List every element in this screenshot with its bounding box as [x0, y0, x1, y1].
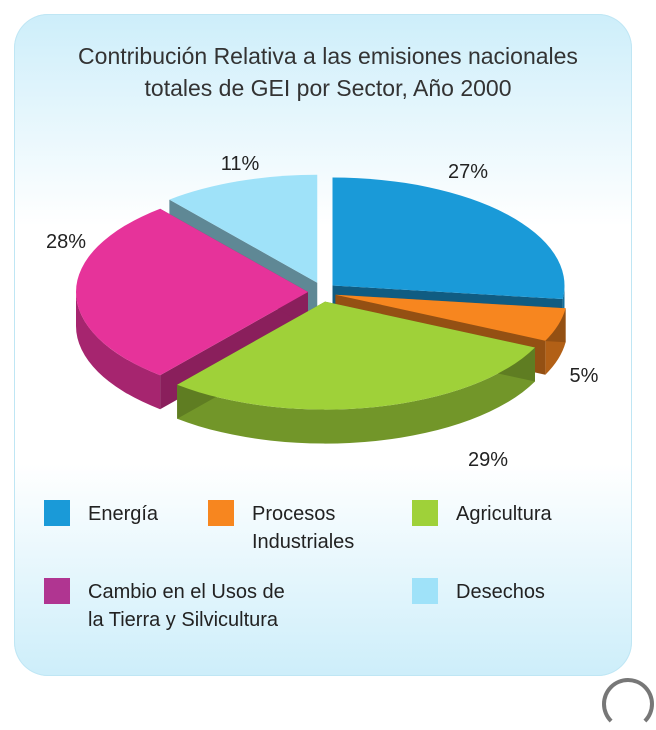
legend-swatch-energia [44, 500, 70, 526]
pie-slice-desechos [169, 174, 318, 283]
pie-slice-energia [332, 177, 565, 300]
pie-label-cambio-uso-tierra: 28% [46, 231, 86, 253]
legend-swatch-agricultura [412, 500, 438, 526]
chart-title-line-2: totales de GEI por Sector, Año 2000 [144, 75, 512, 101]
legend-item-agricultura: Agricultura [412, 500, 552, 528]
pie-slice-agricultura [177, 301, 535, 410]
legend-label-cambio-uso-tierra: Cambio en el Usos de la Tierra y Silvicu… [88, 581, 285, 631]
pie-label-procesos-industriales: 5% [570, 365, 599, 387]
legend-item-procesos-industriales: Procesos Industriales [208, 500, 354, 556]
legend-item-cambio-uso-tierra: Cambio en el Usos de la Tierra y Silvicu… [44, 578, 285, 634]
legend-label-desechos: Desechos [456, 581, 545, 603]
legend-swatch-cambio-uso-tierra [44, 578, 70, 604]
page-corner-decoration [602, 678, 654, 730]
legend-item-energia: Energía [44, 500, 158, 528]
chart-title-line-1: Contribución Relativa a las emisiones na… [78, 43, 578, 69]
legend-item-desechos: Desechos [412, 578, 545, 606]
pie-wall-agricultura [177, 347, 535, 444]
legend-label-agricultura: Agricultura [456, 503, 552, 525]
legend-swatch-desechos [412, 578, 438, 604]
legend-label-energia: Energía [88, 503, 159, 525]
legend-label-procesos-industriales: Procesos Industriales [252, 503, 355, 553]
pie-wall-cambio-uso-tierra [75, 292, 161, 410]
pie-slice-procesos-industriales [335, 294, 566, 341]
pie-label-desechos: 11% [221, 153, 260, 175]
pie-label-agricultura: 29% [468, 449, 508, 471]
pie-slice-cambio-uso-tierra [75, 208, 308, 376]
legend-swatch-procesos-industriales [208, 500, 234, 526]
pie-label-energia: 27% [448, 161, 488, 183]
pie-chart: 27% 5% 29% 28% 11% [46, 153, 599, 471]
